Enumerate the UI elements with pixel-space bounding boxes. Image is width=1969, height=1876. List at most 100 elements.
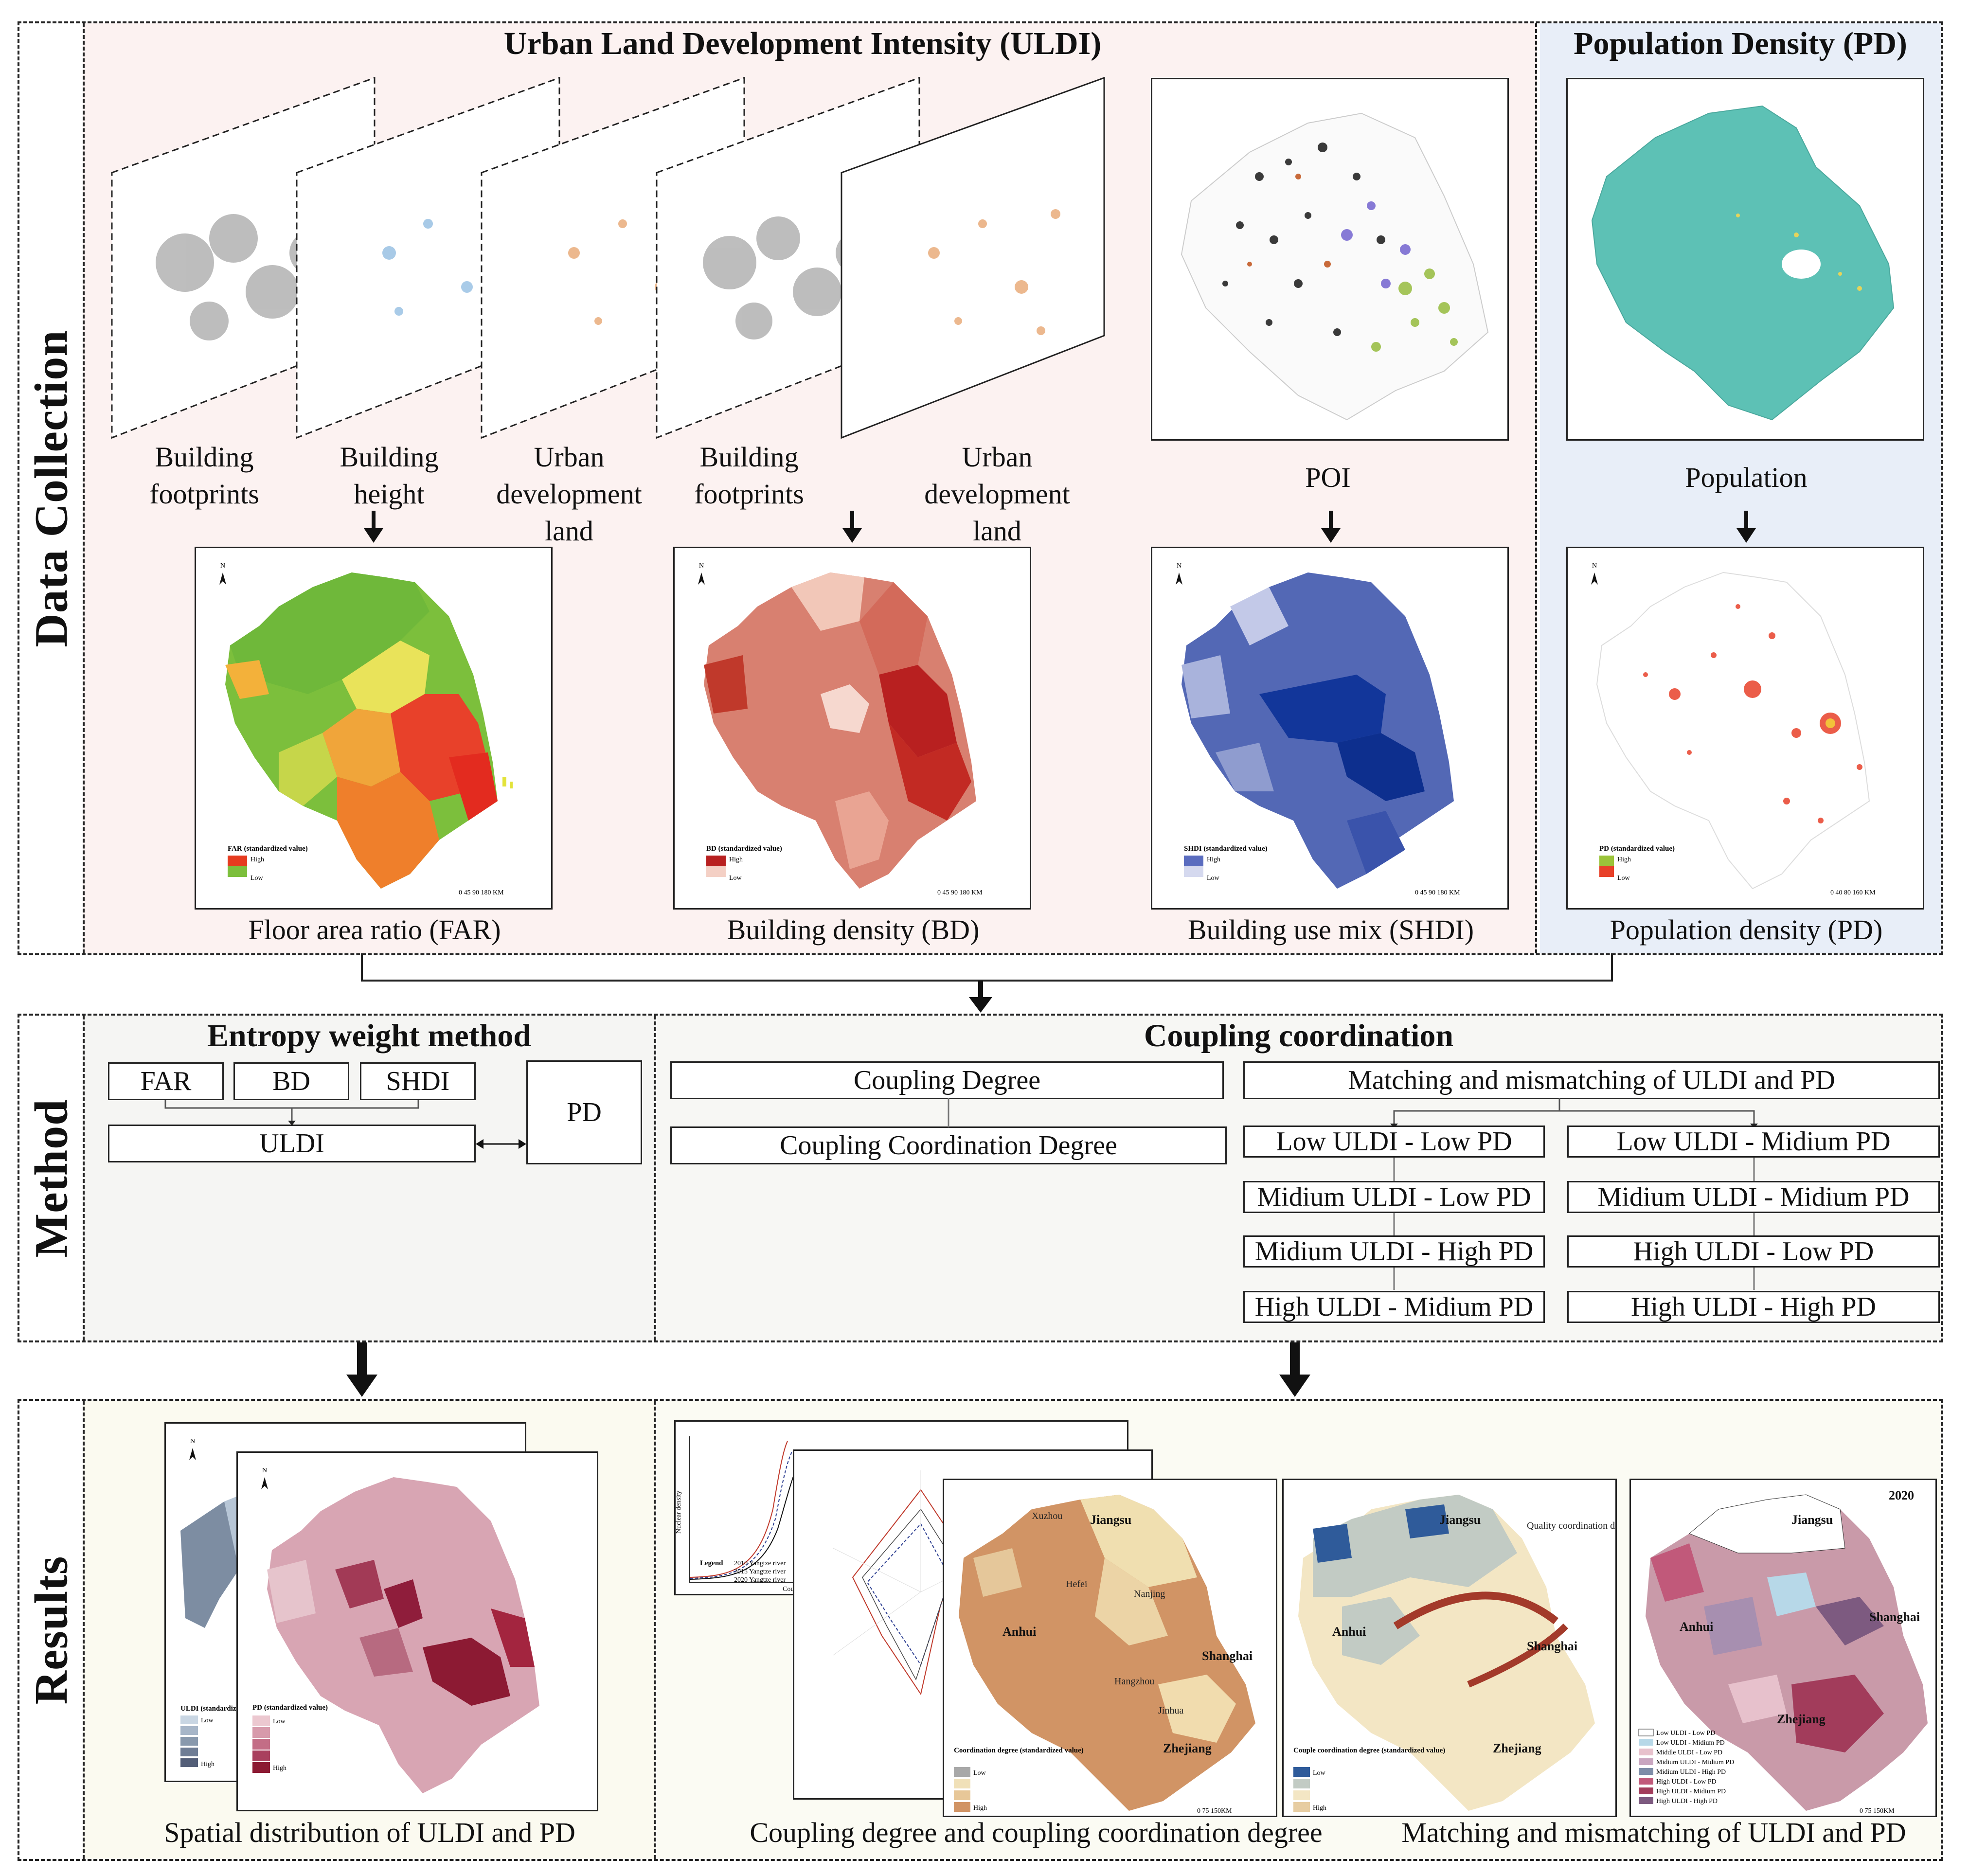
svg-text:Middle ULDI - Low PD: Middle ULDI - Low PD — [1656, 1749, 1722, 1756]
section-label-data-collection: Data Collection — [25, 329, 77, 647]
svg-text:N: N — [1177, 562, 1181, 570]
bd-map-panel: N BD (standardized value) High Low 0 45 … — [673, 547, 1031, 910]
label-results-matching: Matching and mismatching of ULDI and PD — [1401, 1817, 1906, 1848]
svg-text:FAR (standardized value): FAR (standardized value) — [228, 845, 308, 853]
svg-text:Anhui: Anhui — [1680, 1620, 1713, 1634]
svg-text:Midium ULDI - Midium PD: Midium ULDI - Midium PD — [1656, 1759, 1734, 1766]
svg-text:Low: Low — [729, 875, 742, 882]
label-urban-land: Urban development land — [496, 441, 642, 547]
svg-text:Hefei: Hefei — [1066, 1579, 1088, 1590]
label-building-footprints: Building footprints — [149, 441, 259, 510]
svg-text:High: High — [251, 856, 264, 863]
svg-text:Low: Low — [201, 1717, 214, 1724]
svg-text:High ULDI - Midium PD: High ULDI - Midium PD — [1656, 1788, 1726, 1795]
input-layer-stack — [111, 76, 1105, 439]
svg-text:Low ULDI - Low PD: Low ULDI - Low PD — [1656, 1730, 1715, 1737]
svg-text:High: High — [973, 1805, 987, 1812]
label-poi: POI — [1305, 462, 1351, 493]
svg-text:Anhui: Anhui — [1332, 1625, 1366, 1639]
label-pd-output: Population density (PD) — [1610, 914, 1883, 946]
label-results-spatial: Spatial distribution of ULDI and PD — [164, 1817, 575, 1848]
cat-mid-high: Midium ULDI - High PD — [1243, 1235, 1545, 1268]
svg-text:Zhejiang: Zhejiang — [1777, 1712, 1826, 1726]
pd-box: PD — [526, 1060, 642, 1164]
coupling-title: Coupling coordination — [1144, 1018, 1454, 1054]
data-collection-frame — [18, 21, 1943, 955]
svg-text:Couple coordination degree (st: Couple coordination degree (standardized… — [1293, 1747, 1445, 1754]
svg-text:Legend: Legend — [700, 1559, 723, 1567]
label-building-height: Building height — [340, 441, 439, 510]
label-shdi: Building use mix (SHDI) — [1187, 914, 1474, 946]
svg-text:Nuclear density: Nuclear density — [676, 1491, 682, 1534]
svg-text:Low ULDI - Midium PD: Low ULDI - Midium PD — [1656, 1739, 1725, 1747]
entropy-title: Entropy weight method — [207, 1018, 532, 1054]
svg-text:2010 Yangtze river: 2010 Yangtze river — [734, 1560, 786, 1567]
svg-text:0 40 80 160 KM: 0 40 80 160 KM — [1830, 889, 1876, 896]
coupling-connector — [948, 1098, 949, 1127]
matching-box: Matching and mismatching of ULDI and PD — [1243, 1061, 1940, 1099]
population-map-panel — [1566, 78, 1924, 441]
label-far: Floor area ratio (FAR) — [248, 914, 501, 946]
svg-text:PD (standardized value): PD (standardized value) — [252, 1704, 328, 1712]
cat-low-mid: Low ULDI - Midium PD — [1567, 1126, 1940, 1158]
cat-high-low: High ULDI - Low PD — [1567, 1235, 1940, 1268]
svg-text:High ULDI - High PD: High ULDI - High PD — [1656, 1798, 1718, 1805]
uldi-box: ULDI — [108, 1125, 476, 1162]
svg-text:Low: Low — [1313, 1769, 1326, 1777]
poi-map-panel — [1151, 78, 1509, 441]
svg-text:Low: Low — [273, 1718, 286, 1725]
label-results-coupling: Coupling degree and coupling coordinatio… — [750, 1817, 1323, 1848]
shdi-map-panel: N SHDI (standardized value) High Low 0 4… — [1151, 547, 1509, 910]
svg-text:Jiangsu: Jiangsu — [1791, 1513, 1833, 1527]
svg-text:0 45 90 180 KM: 0 45 90 180 KM — [937, 889, 983, 896]
svg-text:0 75 150KM: 0 75 150KM — [1197, 1807, 1232, 1815]
svg-text:Low: Low — [251, 875, 264, 882]
layer-urban-land-2 — [841, 76, 1105, 439]
svg-text:High: High — [1313, 1805, 1326, 1812]
section-label-method: Method — [25, 1099, 77, 1257]
svg-text:Xuzhou: Xuzhou — [1032, 1511, 1062, 1521]
cat-mid-mid: Midium ULDI - Midium PD — [1567, 1181, 1940, 1213]
svg-text:0 45 90 180 KM: 0 45 90 180 KM — [459, 889, 504, 896]
svg-text:Shanghai: Shanghai — [1869, 1610, 1920, 1624]
matching-map: 2020 Jiangsu Anhui Shanghai Zhejiang Low… — [1629, 1479, 1937, 1817]
svg-text:2020 Yangtze river: 2020 Yangtze river — [734, 1576, 786, 1584]
svg-text:High ULDI - Low PD: High ULDI - Low PD — [1656, 1778, 1717, 1786]
svg-text:Low: Low — [973, 1769, 986, 1777]
arrows-method-to-results — [346, 1342, 1310, 1397]
label-bd: Building density (BD) — [727, 914, 980, 946]
svg-text:N: N — [190, 1438, 195, 1445]
matching-connectors — [1390, 1098, 1758, 1290]
ccd-box: Coupling Coordination Degree — [670, 1126, 1227, 1164]
coupling-degree-map: Jiangsu Anhui Shanghai Zhejiang Xuzhou H… — [943, 1479, 1277, 1817]
matching-legend: Low ULDI - Low PD Low ULDI - Midium PD M… — [1638, 1729, 1734, 1805]
svg-text:Low: Low — [1617, 875, 1630, 882]
svg-text:High: High — [1207, 856, 1220, 863]
cat-high-mid: High ULDI - Midium PD — [1243, 1291, 1545, 1323]
shdi-box: SHDI — [360, 1062, 476, 1100]
svg-text:SHDI (standardized value): SHDI (standardized value) — [1184, 845, 1268, 853]
pd-title: Population Density (PD) — [1574, 26, 1907, 61]
svg-text:Low: Low — [1207, 875, 1220, 882]
svg-text:Jiangsu: Jiangsu — [1439, 1513, 1481, 1527]
svg-text:Anhui: Anhui — [1002, 1625, 1036, 1639]
coupling-degree-box: Coupling Degree — [670, 1061, 1224, 1099]
svg-text:Zhejiang: Zhejiang — [1163, 1741, 1212, 1755]
svg-text:PD (standardized value): PD (standardized value) — [1599, 845, 1675, 853]
far-map-panel: N FAR (standardized value) High Low 0 45… — [195, 547, 553, 910]
svg-text:BD (standardized value): BD (standardized value) — [706, 845, 782, 853]
svg-text:High: High — [273, 1765, 286, 1772]
label-building-footprints-2: Building footprints — [694, 441, 804, 510]
svg-text:N: N — [262, 1467, 267, 1474]
arrows-input-to-output — [364, 511, 1756, 543]
method-frame — [18, 1014, 1943, 1342]
svg-text:Jinhua: Jinhua — [1158, 1705, 1183, 1716]
bd-box: BD — [233, 1062, 349, 1100]
svg-text:Quality coordination developme: Quality coordination development axes — [1527, 1520, 1616, 1531]
section-label-results: Results — [25, 1555, 77, 1704]
svg-text:2015 Yangtze river: 2015 Yangtze river — [734, 1568, 786, 1575]
svg-text:High: High — [201, 1761, 215, 1768]
svg-text:Shanghai: Shanghai — [1202, 1649, 1253, 1663]
svg-text:Shanghai: Shanghai — [1527, 1639, 1577, 1653]
pd-map-panel: N PD (standardized value) High Low 0 40 … — [1566, 547, 1924, 910]
